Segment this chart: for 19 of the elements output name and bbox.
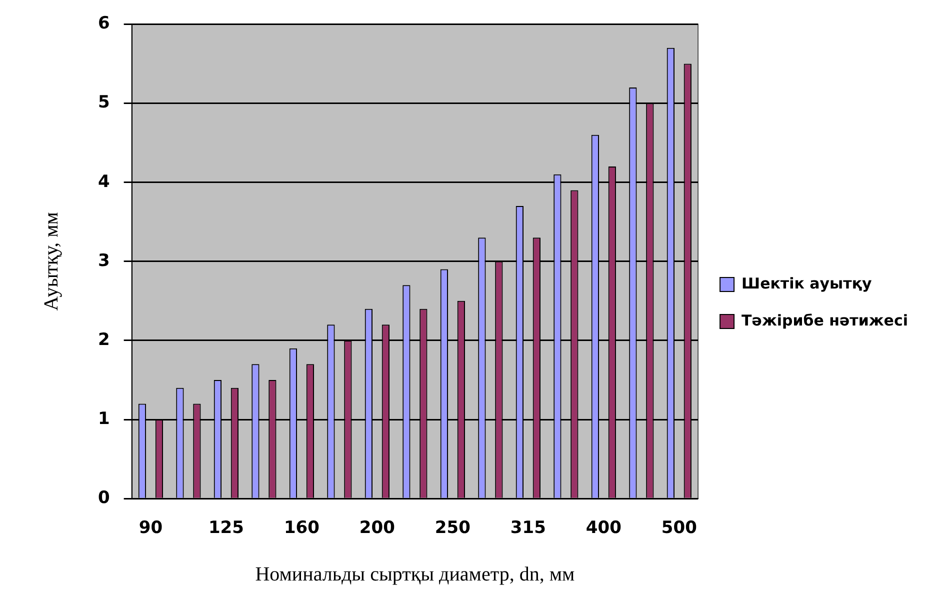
x-tick-label: 500: [661, 518, 698, 538]
x-tick-label: 125: [208, 518, 244, 538]
y-axis-title: Ауытқу, мм: [40, 212, 62, 311]
y-tick-label: 2: [98, 330, 110, 350]
y-tick-label: 1: [98, 408, 110, 429]
legend-label: Тәжірибе нәтижесі: [742, 311, 908, 330]
x-tick-label: 250: [434, 518, 471, 538]
x-tick-label: 400: [586, 518, 622, 538]
x-tick-label: 160: [284, 518, 320, 538]
y-tick-label: 5: [98, 92, 110, 113]
y-tick-label: 3: [98, 250, 110, 271]
y-tick-label: 0: [98, 488, 110, 508]
y-tick-label: 6: [98, 14, 110, 34]
x-tick-label: 90: [138, 518, 163, 538]
x-tick-label: 200: [359, 518, 396, 538]
x-axis-title: Номинальды сыртқы диаметр, dn, мм: [255, 563, 575, 586]
legend-label: Шектік ауытқу: [742, 274, 872, 292]
x-tick-label: 315: [510, 518, 546, 538]
y-tick-label: 4: [98, 172, 110, 192]
